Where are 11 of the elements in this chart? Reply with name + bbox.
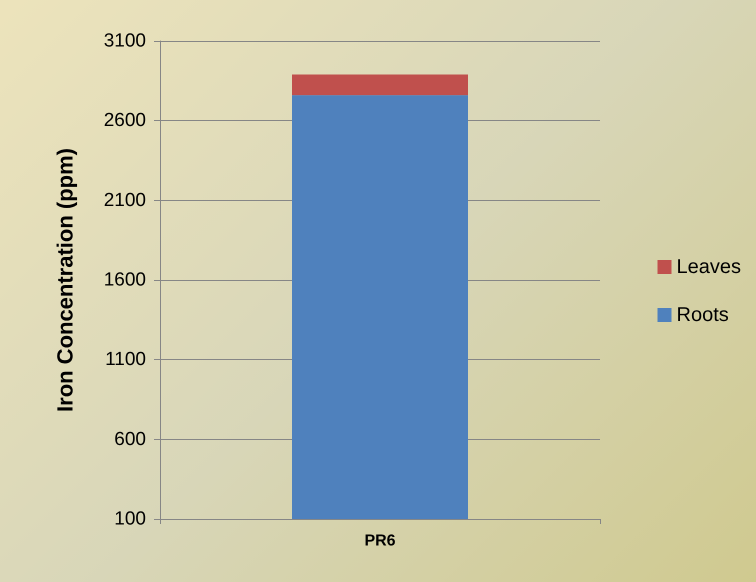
y-tick-label: 3100	[104, 30, 146, 52]
x-tick-label: PR6	[364, 532, 396, 550]
legend-label: Leaves	[676, 256, 742, 278]
legend-label: Roots	[676, 304, 729, 326]
y-tick-label: 2100	[104, 190, 146, 211]
y-tick-label: 600	[114, 428, 146, 450]
y-tick-label: 2600	[104, 110, 146, 132]
y-axis-title: Iron Concentration (ppm)	[52, 148, 78, 412]
y-tick-label: 1600	[104, 270, 146, 290]
y-tick-label: 100	[114, 508, 146, 530]
y-tick-label: 1100	[105, 349, 146, 370]
